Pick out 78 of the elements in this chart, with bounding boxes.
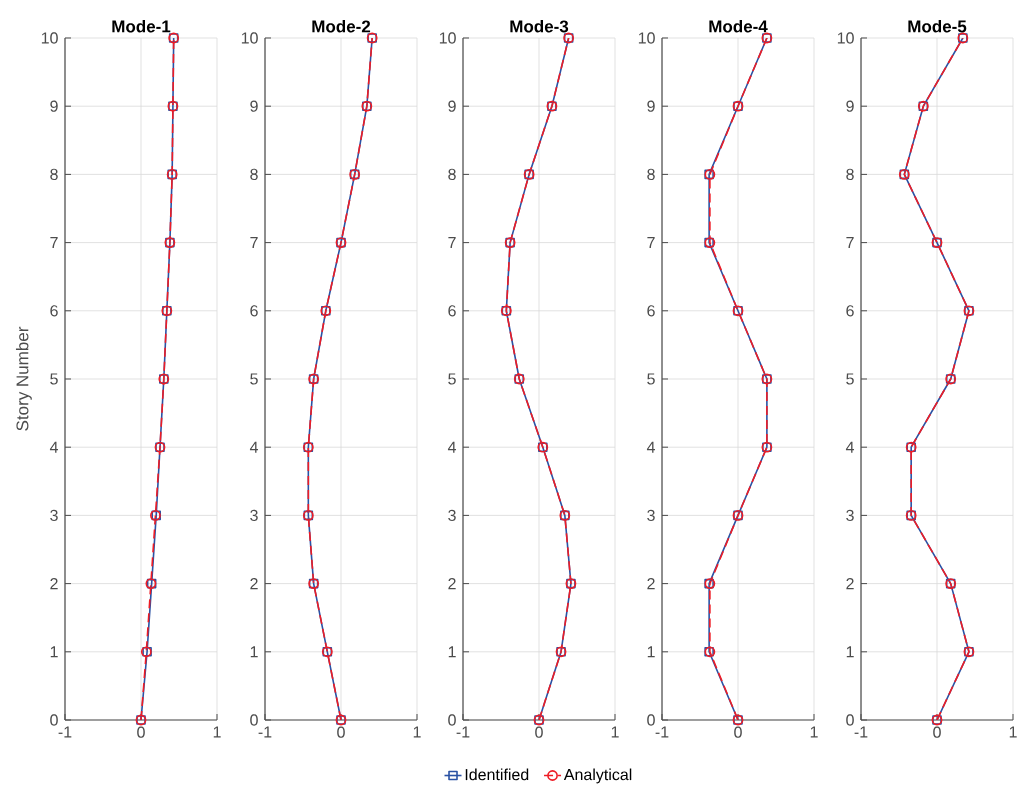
x-tick-label: 1 bbox=[810, 726, 818, 738]
y-tick-label: 5 bbox=[647, 373, 655, 385]
y-tick-label: 6 bbox=[448, 305, 456, 317]
y-axis-title: Story Number bbox=[15, 326, 32, 431]
y-tick-label: 3 bbox=[846, 509, 854, 522]
y-tick-label: 6 bbox=[250, 305, 258, 317]
y-tick-label: 3 bbox=[647, 509, 655, 522]
y-tick-label: 3 bbox=[50, 509, 58, 522]
y-tick-label: 6 bbox=[846, 305, 854, 317]
y-tick-label: 10 bbox=[837, 32, 854, 44]
x-tick-label: 1 bbox=[1009, 726, 1017, 738]
y-tick-label: 10 bbox=[439, 32, 456, 44]
y-tick-label: 7 bbox=[50, 237, 58, 249]
y-tick-label: 8 bbox=[448, 168, 456, 181]
y-tick-label: 10 bbox=[241, 32, 258, 44]
x-tick-label: 0 bbox=[933, 726, 941, 738]
y-tick-label: 7 bbox=[647, 237, 655, 249]
y-tick-label: 3 bbox=[250, 509, 258, 522]
y-tick-label: 9 bbox=[250, 100, 258, 112]
y-tick-label: 9 bbox=[448, 100, 456, 112]
x-tick-label: 0 bbox=[337, 726, 345, 738]
y-tick-label: 2 bbox=[647, 578, 655, 590]
y-tick-label: 5 bbox=[448, 373, 456, 385]
y-tick-label: 7 bbox=[448, 237, 456, 249]
y-tick-label: 6 bbox=[647, 305, 655, 317]
y-tick-label: 4 bbox=[447, 441, 457, 453]
y-tick-label: 5 bbox=[846, 373, 854, 385]
y-tick-label: 0 bbox=[50, 714, 58, 726]
x-tick-label: -1 bbox=[58, 726, 72, 738]
y-tick-label: 8 bbox=[647, 168, 655, 181]
x-tick-label: -1 bbox=[258, 726, 272, 738]
x-tick-label: -1 bbox=[456, 726, 470, 738]
chart-title: Mode-4 bbox=[709, 20, 768, 33]
x-tick-label: 1 bbox=[611, 726, 619, 738]
y-tick-label: 9 bbox=[50, 100, 58, 112]
y-tick-label: 9 bbox=[846, 100, 854, 112]
y-tick-label: 0 bbox=[250, 714, 258, 726]
y-tick-label: 6 bbox=[50, 305, 58, 317]
chart-title: Mode-3 bbox=[510, 19, 569, 33]
x-tick-label: -1 bbox=[854, 726, 868, 738]
x-tick-label: 0 bbox=[535, 726, 543, 738]
y-tick-label: 10 bbox=[41, 32, 58, 44]
y-tick-label: 4 bbox=[49, 441, 59, 453]
y-tick-label: 3 bbox=[448, 509, 456, 522]
y-tick-label: 2 bbox=[250, 578, 258, 590]
y-tick-label: 10 bbox=[638, 32, 655, 44]
y-tick-label: 8 bbox=[846, 168, 854, 181]
x-tick-label: 1 bbox=[413, 726, 421, 738]
x-tick-label: 1 bbox=[213, 726, 221, 738]
x-tick-label: -1 bbox=[655, 726, 669, 738]
y-tick-label: 5 bbox=[250, 373, 258, 385]
y-tick-label: 7 bbox=[846, 237, 854, 249]
y-tick-label: 0 bbox=[846, 714, 854, 726]
x-tick-label: 0 bbox=[734, 726, 742, 738]
y-tick-label: 4 bbox=[646, 441, 656, 453]
y-tick-label: 4 bbox=[249, 441, 259, 453]
legend-label: Analytical bbox=[563, 768, 632, 784]
chart-title: Mode-2 bbox=[312, 20, 371, 33]
y-tick-label: 5 bbox=[50, 373, 58, 385]
y-tick-label: 1 bbox=[647, 646, 655, 658]
y-tick-label: 1 bbox=[250, 646, 258, 658]
y-tick-label: 1 bbox=[846, 646, 854, 658]
y-tick-label: 2 bbox=[50, 578, 58, 590]
y-tick-label: 8 bbox=[50, 168, 58, 181]
y-tick-label: 9 bbox=[647, 100, 655, 112]
y-tick-label: 4 bbox=[845, 441, 855, 453]
chart-title: Mode-1 bbox=[112, 20, 171, 33]
legend-label: Identified bbox=[465, 768, 529, 781]
y-tick-label: 0 bbox=[448, 714, 456, 726]
y-tick-label: 2 bbox=[448, 578, 456, 590]
chart-title: Mode-5 bbox=[908, 20, 967, 33]
y-tick-label: 2 bbox=[846, 578, 854, 590]
y-tick-label: 7 bbox=[250, 237, 258, 249]
y-tick-label: 0 bbox=[647, 714, 655, 726]
x-tick-label: 0 bbox=[137, 726, 145, 738]
y-tick-label: 1 bbox=[50, 646, 58, 658]
y-tick-label: 8 bbox=[250, 168, 258, 181]
y-tick-label: 1 bbox=[448, 646, 456, 658]
